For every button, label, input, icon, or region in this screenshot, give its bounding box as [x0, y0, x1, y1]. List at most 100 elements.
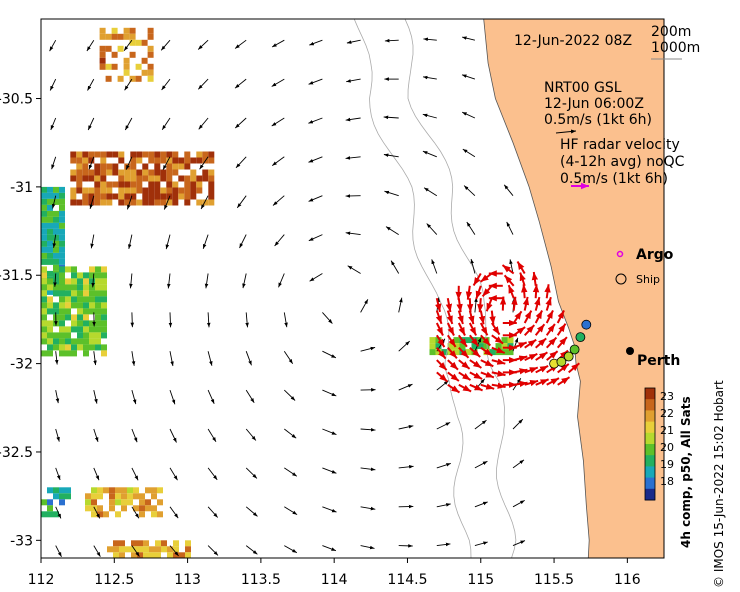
date-label: 12-Jun-2022 08Z — [514, 33, 632, 49]
sst-pixel — [100, 157, 107, 164]
sst-pixel — [59, 240, 65, 247]
y-tick-label: -32 — [10, 357, 33, 373]
sst-pixel — [208, 181, 215, 188]
sst-pixel — [118, 193, 125, 200]
sst-pixel — [47, 270, 53, 277]
current-arrow — [129, 273, 133, 289]
current-arrow — [398, 340, 411, 352]
sst-pixel — [99, 51, 106, 58]
current-arrow — [308, 78, 323, 85]
sst-pixel — [115, 511, 121, 518]
current-arrow — [52, 234, 57, 248]
sst-pixel — [103, 487, 109, 494]
hf-arrow — [531, 271, 539, 286]
sst-pixel — [154, 199, 161, 206]
current-arrow — [436, 542, 451, 547]
current-arrow — [161, 117, 171, 131]
sst-pixel — [95, 308, 101, 315]
sst-pixel — [53, 210, 59, 217]
y-tick-label: -33 — [10, 533, 33, 549]
sst-pixel — [130, 157, 137, 164]
sst-pixel — [65, 338, 71, 345]
current-arrow — [436, 380, 449, 391]
x-tick-label: 113.5 — [241, 572, 281, 588]
colorbar-tick-label: 22 — [660, 407, 674, 420]
current-arrow — [169, 428, 177, 443]
sst-pixel — [196, 181, 203, 188]
sst-pixel — [47, 228, 53, 235]
hf-label-1: HF radar velocity — [560, 137, 680, 153]
current-arrow — [360, 506, 376, 511]
sst-pixel — [71, 278, 77, 285]
sst-pixel — [154, 181, 161, 188]
hf-arrow — [524, 379, 539, 387]
current-arrow — [169, 351, 174, 367]
sst-pixel — [89, 302, 95, 309]
hf-arrow — [535, 365, 549, 374]
sst-pixel — [89, 332, 95, 339]
sst-pixel — [118, 187, 125, 194]
hf-arrow — [436, 347, 447, 360]
hf-arrow — [468, 322, 477, 336]
hf-arrow — [469, 359, 482, 369]
x-axis: 112 112.5 113 113.5 114 114.5 115 115.5 116 — [28, 558, 641, 588]
hf-arrow — [458, 359, 471, 370]
sst-pixel — [101, 332, 107, 339]
sst-pixel — [41, 198, 47, 205]
hf-arrow — [435, 322, 444, 336]
current-arrow — [309, 273, 323, 282]
hf-arrow — [513, 341, 528, 349]
sst-pixel — [196, 199, 203, 206]
current-arrow — [49, 39, 57, 52]
sst-pixel — [59, 296, 65, 303]
current-arrow — [234, 78, 247, 89]
current-arrow — [360, 299, 369, 313]
hf-arrow — [556, 323, 567, 336]
sst-pixel — [127, 499, 133, 506]
sst-pixel — [94, 187, 101, 194]
hf-arrow — [523, 324, 536, 336]
sst-pixel — [157, 487, 163, 494]
y-tick-label: -31 — [10, 180, 33, 196]
current-arrow — [426, 223, 438, 235]
argo-symbol — [616, 250, 624, 258]
sst-pixel — [41, 302, 47, 309]
sst-pixel — [82, 151, 89, 158]
sst-pixel — [101, 320, 107, 327]
colorbar-swatch — [645, 488, 655, 501]
current-arrow — [474, 501, 488, 508]
current-arrow — [278, 273, 285, 288]
sst-pixel — [41, 284, 47, 291]
hf-arrow — [524, 353, 538, 361]
colorbar-swatch — [645, 444, 655, 456]
sst-pixel — [100, 193, 107, 200]
current-arrow — [272, 195, 285, 206]
current-arrow — [51, 156, 57, 170]
current-arrow — [236, 195, 247, 209]
current-arrow — [169, 506, 179, 519]
current-arrow — [390, 260, 400, 274]
sst-pixel — [135, 75, 142, 82]
current-arrow — [130, 312, 135, 328]
current-arrow — [512, 540, 526, 547]
sst-pixel — [139, 493, 145, 500]
sst-pixel — [53, 222, 59, 229]
sst-pixel — [142, 187, 149, 194]
sst-pixel — [59, 252, 65, 259]
sst-pixel — [172, 199, 179, 206]
hf-arrow — [435, 297, 442, 313]
sst-pixel — [59, 222, 65, 229]
hf-arrow — [436, 359, 448, 371]
sst-pixel — [88, 193, 95, 200]
sst-pixel — [77, 284, 83, 291]
sst-pixel — [101, 272, 107, 279]
sst-pixel — [109, 499, 115, 506]
sst-pixel — [178, 187, 185, 194]
sst-pixel — [59, 272, 65, 279]
sst-pixel — [89, 296, 95, 303]
ship-tracks — [549, 319, 592, 369]
hf-arrow — [489, 310, 496, 325]
hf-arrow — [458, 371, 472, 381]
hf-arrow — [507, 284, 515, 299]
